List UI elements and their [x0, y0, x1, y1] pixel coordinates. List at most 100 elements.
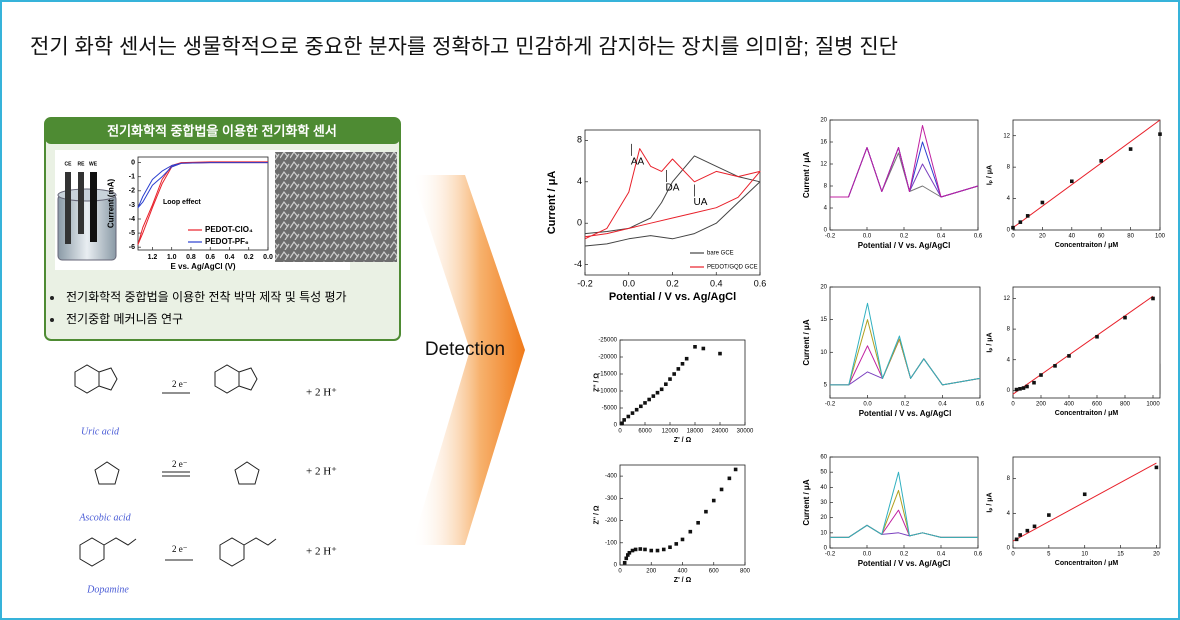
molecule-name: Ascobic acid — [78, 512, 131, 523]
data-point — [1070, 179, 1074, 184]
electrode — [78, 172, 84, 234]
data-point — [1032, 524, 1037, 529]
x-tick-label: 200 — [1036, 402, 1047, 408]
x-tick-label: 0.2 — [666, 278, 679, 288]
x-tick-label: 0.2 — [901, 402, 910, 408]
legend-label: PEDOT-PF₆ — [205, 237, 249, 246]
data-point — [688, 529, 693, 534]
x-tick-label: 15 — [1117, 552, 1124, 558]
data-point — [655, 390, 660, 395]
y-tick-label: -2 — [129, 188, 135, 195]
sem-image — [275, 152, 397, 262]
data-point — [711, 498, 716, 503]
y-tick-label: 0 — [824, 546, 828, 552]
y-tick-label: 50 — [820, 470, 827, 476]
data-point — [668, 377, 672, 381]
annotation: Loop effect — [163, 199, 201, 206]
y-tick-label: -400 — [605, 474, 618, 480]
y-tick-label: 8 — [1007, 165, 1011, 171]
data-point — [701, 346, 706, 351]
data-point — [680, 537, 685, 542]
plot-frame — [619, 339, 746, 426]
data-point — [638, 547, 643, 551]
data-point — [1128, 147, 1133, 151]
x-axis-label: Concentraiton / μM — [1055, 242, 1119, 249]
y-tick-label: 0 — [1007, 546, 1011, 552]
x-axis-label: Potential / V vs. Ag/AgCl — [609, 291, 736, 303]
data-point — [622, 418, 626, 422]
data-point — [639, 404, 643, 409]
data-line — [830, 302, 981, 386]
y-tick-label: 4 — [1007, 357, 1011, 363]
x-tick-label: 0.0 — [863, 552, 872, 558]
x-tick-label: 40 — [1068, 234, 1075, 240]
y-tick-label: -20000 — [598, 355, 617, 361]
legend-label: bare GCE — [707, 251, 734, 257]
data-line — [830, 471, 978, 538]
data-point — [680, 362, 685, 366]
arrow-label: Detection — [425, 339, 505, 360]
x-tick-label: 12000 — [662, 429, 679, 435]
data-point — [626, 414, 631, 419]
data-line — [830, 125, 979, 198]
data-point — [1014, 387, 1019, 392]
data-point — [1018, 387, 1022, 391]
data-point — [672, 372, 676, 376]
y-axis-label: Current (mA) — [107, 179, 116, 229]
data-point — [1082, 492, 1087, 497]
data-point — [1151, 296, 1155, 301]
legend-label: PEDOT-ClO₄ — [205, 225, 253, 234]
x-tick-label: 5 — [1047, 552, 1051, 558]
slide-title: 전기 화학 센서는 생물학적으로 중요한 분자를 정확하고 민감하게 감지하는 … — [30, 36, 898, 59]
y-tick-label: 12 — [1003, 133, 1010, 139]
x-tick-label: 20 — [1039, 234, 1046, 240]
molecules — [74, 364, 277, 567]
panel-header: 전기화학적 중합법을 이용한 전기화학 센서 — [107, 123, 337, 138]
y-tick-label: 8 — [1007, 476, 1011, 482]
x-tick-label: 24000 — [712, 429, 729, 435]
annotation: UA — [694, 197, 708, 208]
data-point — [626, 553, 630, 557]
data-point — [1014, 537, 1019, 542]
data-point — [1011, 225, 1015, 230]
y-tick-label: 4 — [1007, 511, 1011, 517]
data-point — [676, 367, 681, 371]
data-point — [1047, 513, 1051, 517]
data-point — [718, 351, 722, 356]
data-point — [668, 545, 672, 550]
x-tick-label: 30000 — [737, 429, 754, 435]
data-point — [1018, 220, 1023, 224]
product: + 2 H⁺ — [306, 546, 337, 558]
y-tick-label: 5 — [824, 383, 828, 389]
data-point — [1032, 380, 1036, 385]
data-point — [647, 397, 651, 402]
data-point — [1154, 465, 1159, 470]
electrons: 2 e⁻ — [172, 544, 188, 554]
x-tick-label: 0.6 — [974, 234, 983, 240]
x-tick-label: 0.2 — [900, 552, 909, 558]
data-point — [649, 548, 654, 553]
y-tick-label: 20 — [820, 118, 827, 124]
data-point — [696, 520, 700, 525]
y-tick-label: 0 — [131, 159, 135, 166]
x-tick-label: 600 — [1092, 402, 1103, 408]
bullet: 전기중합 메커니즘 연구 — [66, 312, 183, 326]
x-tick-label: 400 — [677, 569, 688, 575]
bullet-dot — [50, 318, 54, 322]
electrons: 2 e⁻ — [172, 459, 188, 469]
y-tick-label: 60 — [820, 455, 827, 461]
x-tick-label: 0 — [1011, 402, 1015, 408]
arrow — [412, 175, 525, 545]
electrode-label: CE — [65, 161, 73, 167]
data-point — [627, 550, 632, 555]
x-axis-label: Z' / Ω — [674, 577, 692, 584]
plot-frame — [584, 129, 761, 276]
molecule-name: Uric acid — [81, 426, 120, 437]
data-point — [624, 556, 629, 561]
y-tick-label: -10000 — [598, 389, 617, 395]
y-tick-label: 0 — [614, 563, 618, 569]
y-tick-label: 0 — [614, 423, 618, 429]
y-axis-label: Z'' / Ω — [594, 505, 601, 524]
electrons: 2 e⁻ — [172, 379, 188, 389]
y-tick-label: 20 — [820, 285, 827, 291]
